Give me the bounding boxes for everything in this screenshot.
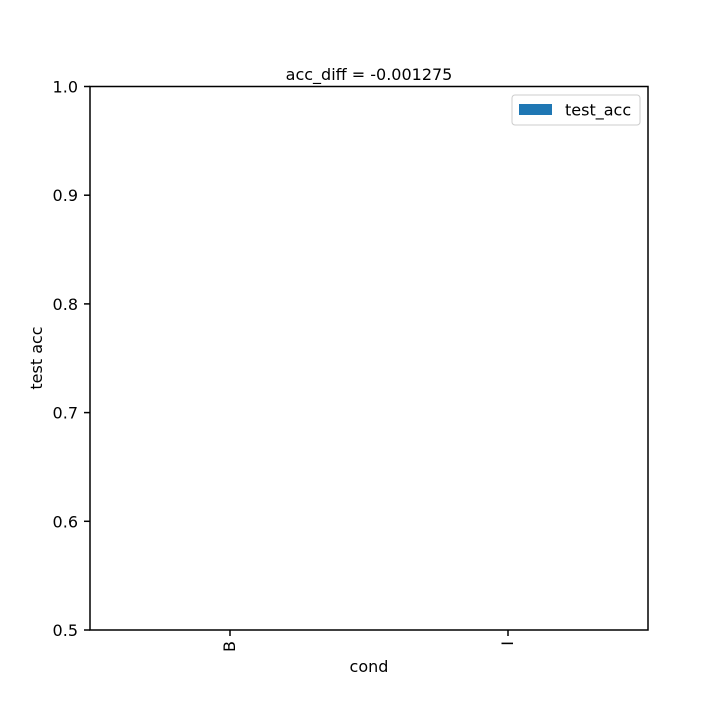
y-tick-label: 0.7: [53, 404, 78, 423]
y-tick-label: 0.8: [53, 295, 78, 314]
x-axis-label: cond: [350, 657, 389, 676]
x-tick-label: B: [220, 641, 239, 652]
y-ticks-group: 0.5 0.6 0.7 0.8 0.9 1.0: [53, 78, 90, 640]
legend: test_acc: [511, 94, 641, 126]
chart-title: acc_diff = -0.001275: [286, 65, 453, 85]
y-axis-label: test acc: [27, 326, 46, 389]
legend-swatch: [519, 104, 552, 115]
y-tick-label: 1.0: [53, 78, 78, 97]
y-tick-label: 0.5: [53, 621, 78, 640]
axes-frame: [89, 85, 649, 631]
y-tick-label: 0.6: [53, 512, 78, 531]
x-tick-label: I: [498, 641, 517, 646]
y-tick-label: 0.9: [53, 186, 78, 205]
legend-box: [511, 94, 641, 126]
legend-label: test_acc: [565, 101, 631, 121]
